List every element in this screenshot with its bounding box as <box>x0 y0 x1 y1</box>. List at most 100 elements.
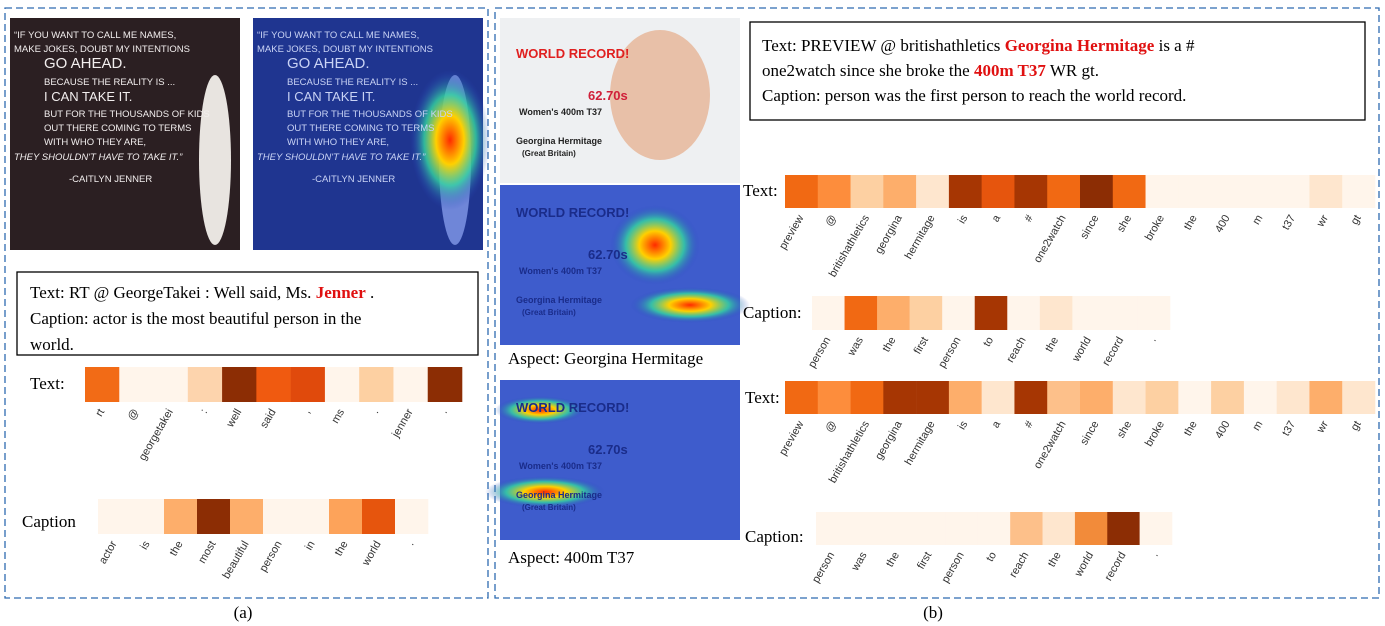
heatmap-cell <box>296 499 330 534</box>
heatmap-cell <box>1243 381 1277 414</box>
photo-text: “IF YOU WANT TO CALL ME NAMES, <box>257 30 419 41</box>
token-label: the <box>1043 335 1061 354</box>
heatmap-cell <box>290 367 326 402</box>
heatmap-cell <box>1178 381 1212 414</box>
token-label: rt <box>93 407 107 419</box>
token-label: m <box>1250 419 1265 433</box>
token-label: . <box>438 407 450 416</box>
photo-text: Georgina Hermitage <box>516 490 602 500</box>
heat-blob <box>610 205 700 285</box>
token-label: ms <box>329 407 347 426</box>
heatmap-cell <box>812 296 845 330</box>
heatmap-cell <box>880 512 914 545</box>
heatmap-cell <box>977 512 1011 545</box>
token-label: georgina <box>873 418 905 462</box>
token-label: . <box>405 539 417 548</box>
token-label: a <box>990 418 1004 430</box>
heatmap-cell <box>1007 296 1041 330</box>
box-line: Caption: person was the first person to … <box>762 86 1186 105</box>
heat-blob <box>485 476 605 508</box>
token-label: since <box>1078 213 1101 241</box>
token-label: . <box>1147 335 1159 344</box>
token-label: well <box>224 407 244 430</box>
heat-blob <box>410 70 490 210</box>
token-label: # <box>1022 212 1036 224</box>
text-segment: world. <box>30 335 74 354</box>
heatmap-cell <box>1139 512 1173 545</box>
token-label: 400 <box>1213 419 1233 441</box>
heatmap-cell <box>785 381 819 414</box>
heatmap-cell <box>785 175 819 208</box>
heatmap-cell <box>948 381 982 414</box>
photo-text: “IF YOU WANT TO CALL ME NAMES, <box>14 30 176 41</box>
highlight: 400m T37 <box>974 61 1046 80</box>
token-label: jenner <box>390 407 416 441</box>
heatmap-cell <box>359 367 394 402</box>
photo-text: MAKE JOKES, DOUBT MY INTENTIONS <box>257 44 433 55</box>
heatmap-cell <box>1080 381 1114 414</box>
token-label: world <box>360 539 384 569</box>
photo-text: 62.70s <box>588 442 628 457</box>
token-label: first <box>912 335 931 356</box>
token-label: world <box>1070 335 1094 365</box>
token-label: georgetakei <box>137 407 176 463</box>
token-label: the <box>333 539 351 558</box>
heatmap-cell <box>153 367 189 402</box>
heatmap-cell <box>1104 296 1138 330</box>
photo-text: Women's 400m T37 <box>519 107 602 117</box>
token-label: broke <box>1143 419 1167 449</box>
photo-text: WORLD RECORD! <box>516 400 629 415</box>
heatmap-label: Caption: <box>743 303 802 322</box>
heatmap-cell <box>909 296 943 330</box>
heatmap-cell <box>981 381 1015 414</box>
heatmap-cell <box>942 296 976 330</box>
photo-text: Georgina Hermitage <box>516 136 602 146</box>
heatmap-cell <box>883 381 917 414</box>
box-line: Text: PREVIEW @ britishathletics Georgin… <box>762 36 1195 55</box>
heatmap-cell <box>850 381 884 414</box>
heat-blob <box>495 396 585 424</box>
photo-text: OUT THERE COMING TO TERMS <box>44 123 191 134</box>
token-label: @ <box>823 213 839 229</box>
heatmap-cell <box>1309 175 1343 208</box>
token-label: she <box>1115 419 1134 440</box>
token-label: is <box>956 213 971 226</box>
token-label: reach <box>1007 550 1031 580</box>
token-label: record <box>1100 335 1126 368</box>
token-label: beautiful <box>220 539 251 581</box>
token-label: : <box>198 407 210 416</box>
token-label: the <box>1046 550 1064 569</box>
heatmap-cell <box>1010 512 1043 545</box>
text-segment: Text: PREVIEW @ britishathletics <box>762 36 1005 55</box>
heatmap-cell <box>263 499 297 534</box>
token-label: one2watch <box>1032 213 1069 265</box>
token-label: the <box>1182 419 1200 438</box>
highlight: Jenner <box>316 283 367 302</box>
token-label: wr <box>1314 419 1331 436</box>
photo-text: 62.70s <box>588 247 628 262</box>
photo-text: WORLD RECORD! <box>516 46 629 61</box>
heatmap-label: Text: <box>30 374 65 393</box>
heatmap-cell <box>187 367 223 402</box>
text-segment: is a # <box>1154 36 1195 55</box>
photo-text: OUT THERE COMING TO TERMS <box>287 123 434 134</box>
heatmap-label: Text: <box>745 388 780 407</box>
heatmap-cell <box>222 367 257 402</box>
photo-text: -CAITLYN JENNER <box>312 174 395 185</box>
photo-text: Women's 400m T37 <box>519 461 602 471</box>
heatmap-cell <box>974 296 1008 330</box>
heatmap-cell <box>1137 296 1171 330</box>
panel-b-border <box>494 7 1380 599</box>
photo-text: (Great Britain) <box>522 308 576 317</box>
token-label: @ <box>823 419 839 435</box>
photo-text: THEY SHOULDN'T HAVE TO TAKE IT.” <box>257 152 426 163</box>
photo-text: Women's 400m T37 <box>519 266 602 276</box>
token-label: hermitage <box>903 419 938 467</box>
panel-caption: (a) <box>234 603 253 622</box>
token-label: actor <box>97 539 120 566</box>
heatmap-cell <box>1080 175 1114 208</box>
token-label: person <box>810 550 837 585</box>
heatmap-cell <box>817 175 851 208</box>
